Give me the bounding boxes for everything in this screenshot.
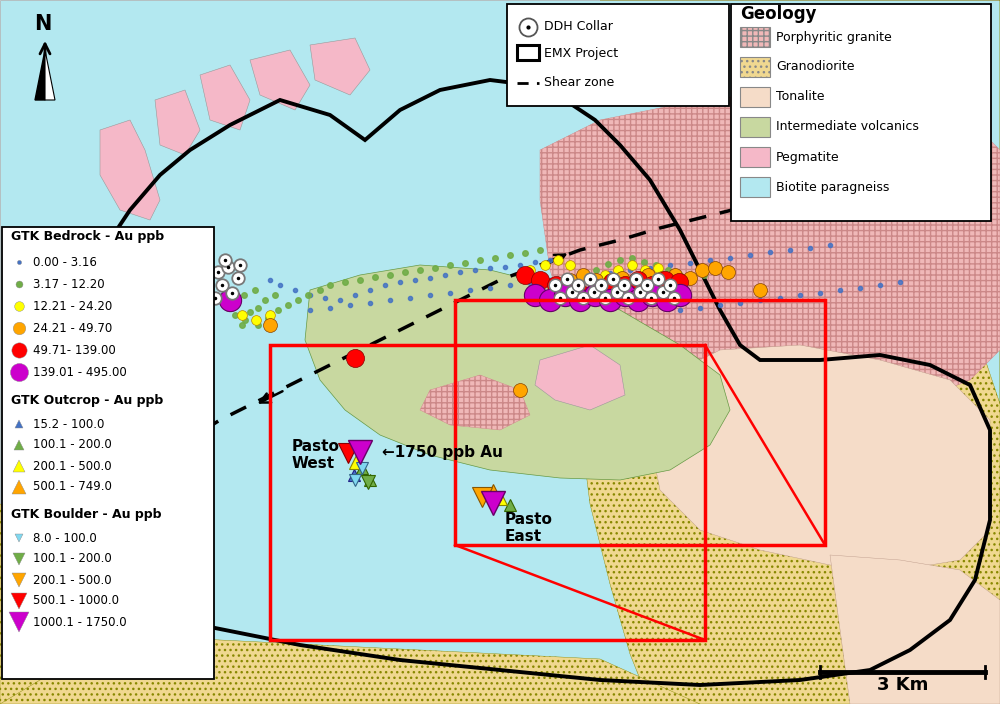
FancyBboxPatch shape (2, 227, 214, 679)
Text: Pegmatite: Pegmatite (776, 151, 840, 163)
Text: DDH Collar: DDH Collar (544, 20, 613, 34)
Text: Granodiorite: Granodiorite (776, 61, 854, 73)
Bar (455, 300, 825, 545)
Text: Pasto
East: Pasto East (505, 512, 553, 544)
Bar (740, 27, 770, 47)
Polygon shape (35, 50, 45, 100)
Text: GTK Bedrock - Au ppb: GTK Bedrock - Au ppb (11, 230, 164, 243)
Text: ←1750 ppb Au: ←1750 ppb Au (382, 446, 503, 460)
FancyBboxPatch shape (507, 4, 729, 106)
Text: 139.01 - 495.00: 139.01 - 495.00 (33, 365, 127, 379)
Text: 1000.1 - 1750.0: 1000.1 - 1750.0 (33, 615, 127, 629)
Text: 200.1 - 500.0: 200.1 - 500.0 (33, 460, 112, 472)
Text: N: N (34, 14, 52, 34)
Text: Pasto
West: Pasto West (292, 439, 340, 471)
Bar (270, 345, 705, 640)
Text: 49.71- 139.00: 49.71- 139.00 (33, 344, 116, 356)
Text: 200.1 - 500.0: 200.1 - 500.0 (33, 574, 112, 586)
Polygon shape (0, 634, 700, 704)
Text: 3.17 - 12.20: 3.17 - 12.20 (33, 277, 105, 291)
Polygon shape (25, 305, 75, 360)
FancyBboxPatch shape (731, 4, 991, 221)
Text: 0.00 - 3.16: 0.00 - 3.16 (33, 256, 97, 268)
Text: EMX Project: EMX Project (544, 46, 618, 60)
Polygon shape (75, 270, 115, 330)
Text: Biotite paragneiss: Biotite paragneiss (776, 180, 889, 194)
Text: 3 Km: 3 Km (877, 676, 928, 694)
Bar (740, 147, 770, 167)
Text: Geology: Geology (740, 5, 816, 23)
Polygon shape (420, 375, 530, 430)
Polygon shape (535, 345, 625, 410)
Text: 100.1 - 200.0: 100.1 - 200.0 (33, 439, 112, 451)
Polygon shape (540, 90, 1000, 430)
Polygon shape (50, 470, 140, 540)
Polygon shape (310, 38, 370, 95)
Text: 500.1 - 1000.0: 500.1 - 1000.0 (33, 594, 119, 608)
Bar (740, 57, 770, 77)
Text: Shear zone: Shear zone (544, 77, 614, 89)
Text: GTK Boulder - Au ppb: GTK Boulder - Au ppb (11, 508, 162, 521)
Text: GTK Outcrop - Au ppb: GTK Outcrop - Au ppb (11, 394, 163, 407)
Polygon shape (250, 50, 310, 110)
Text: 12.21 - 24.20: 12.21 - 24.20 (33, 299, 112, 313)
Text: 24.21 - 49.70: 24.21 - 49.70 (33, 322, 112, 334)
Polygon shape (155, 90, 200, 155)
Polygon shape (650, 345, 990, 570)
Polygon shape (200, 65, 250, 130)
Polygon shape (830, 555, 1000, 704)
Bar (740, 117, 770, 137)
Bar (517, 45, 539, 60)
Polygon shape (580, 0, 1000, 704)
Polygon shape (0, 504, 130, 704)
Text: Porphyritic granite: Porphyritic granite (776, 30, 892, 44)
Polygon shape (305, 265, 730, 480)
Text: 100.1 - 200.0: 100.1 - 200.0 (33, 553, 112, 565)
Bar (740, 87, 770, 107)
Polygon shape (100, 120, 160, 220)
Text: 15.2 - 100.0: 15.2 - 100.0 (33, 417, 104, 431)
Bar (740, 177, 770, 197)
Text: 500.1 - 749.0: 500.1 - 749.0 (33, 481, 112, 494)
Text: Tonalite: Tonalite (776, 91, 824, 103)
Text: Intermediate volcanics: Intermediate volcanics (776, 120, 919, 134)
Text: 8.0 - 100.0: 8.0 - 100.0 (33, 532, 97, 544)
Polygon shape (45, 50, 55, 100)
